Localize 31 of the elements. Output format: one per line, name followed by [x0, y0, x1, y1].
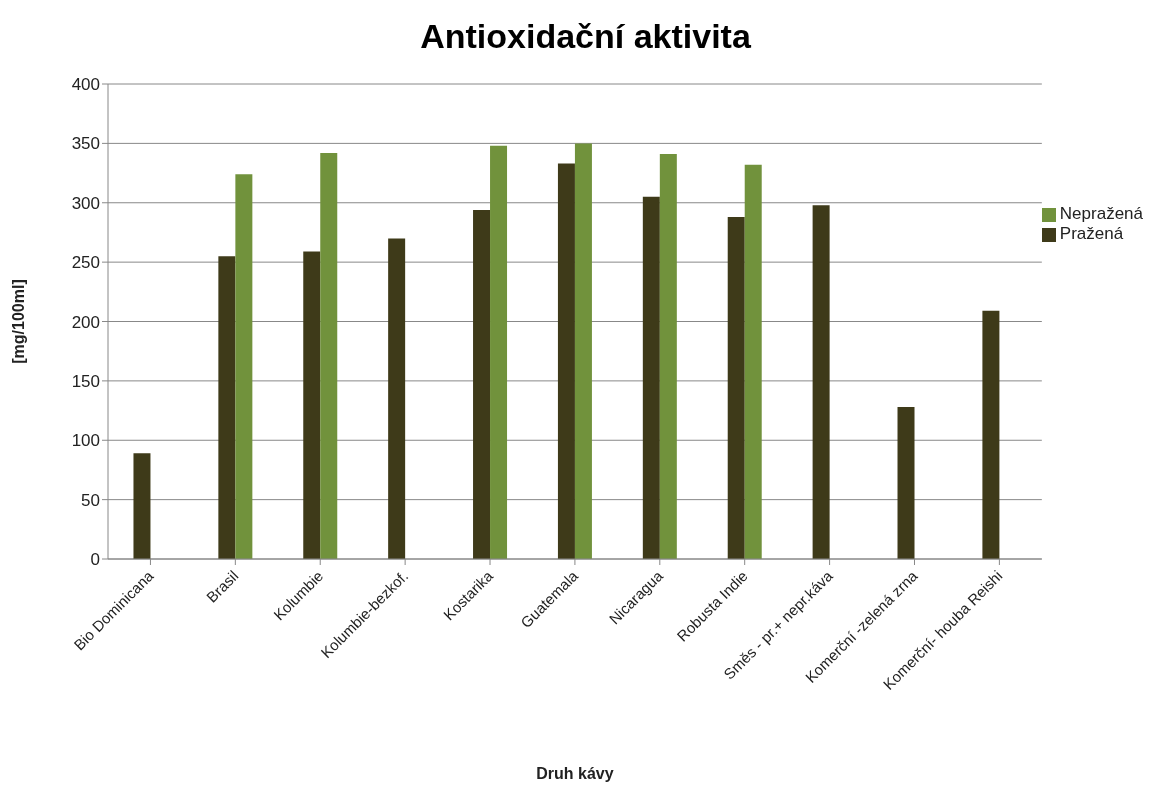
bar: [388, 238, 406, 559]
y-tick-label: 250: [71, 253, 100, 273]
bar: [574, 143, 592, 559]
chart-title: Antioxidační aktivita: [419, 16, 752, 57]
y-tick-label: 200: [71, 312, 100, 332]
bar: [744, 164, 762, 559]
bar: [982, 310, 1000, 559]
y-tick-label: 100: [71, 431, 100, 451]
bar: [642, 196, 660, 559]
x-axis-title: Druh kávy: [536, 765, 614, 782]
bar: [235, 174, 253, 559]
bar: [659, 154, 677, 559]
bar: [490, 145, 508, 559]
bar: [303, 251, 321, 559]
bar: [473, 209, 491, 559]
legend-label: Nepražená: [1059, 204, 1143, 223]
y-axis-title: [mg/100ml]: [9, 279, 27, 364]
bar: [727, 217, 745, 559]
y-tick-label: 300: [71, 193, 100, 213]
bar: [812, 205, 830, 559]
y-tick-label: 50: [81, 490, 100, 510]
bar: [897, 407, 915, 559]
y-tick-label: 400: [71, 75, 100, 95]
bar: [557, 163, 575, 559]
y-tick-label: 350: [71, 134, 100, 154]
bar: [218, 256, 236, 559]
legend-label: Pražená: [1059, 224, 1124, 243]
y-tick-label: 150: [71, 371, 100, 391]
bar: [320, 152, 338, 559]
bar: [133, 453, 151, 559]
y-tick-label: 0: [90, 550, 100, 570]
